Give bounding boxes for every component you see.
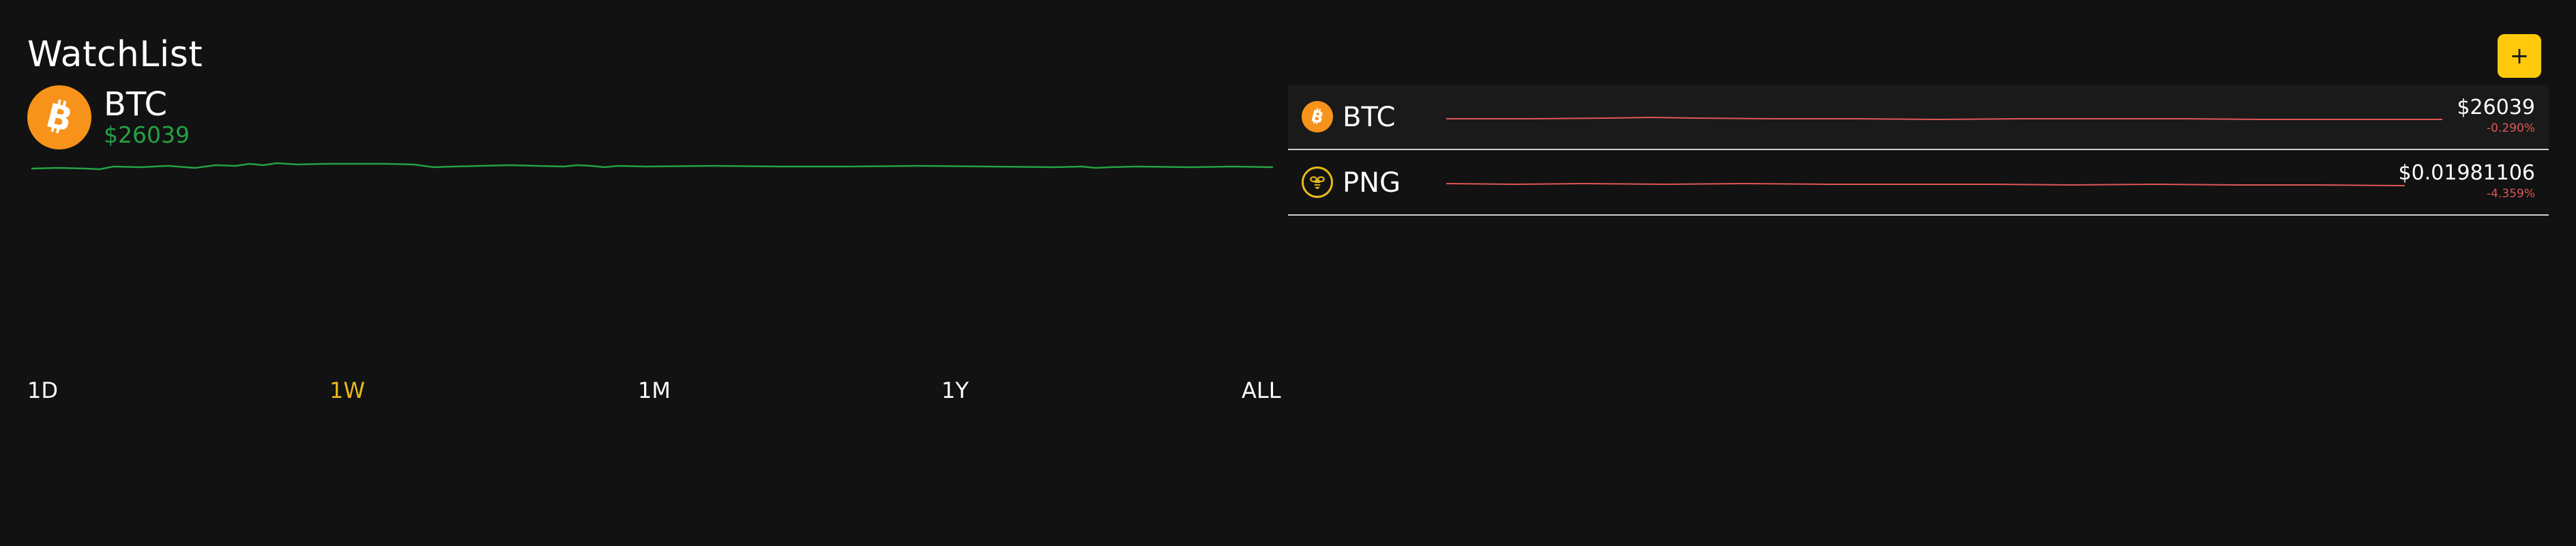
range-1d-button[interactable]: 1D — [27, 375, 58, 405]
watchlist-item-change: -4.359% — [2487, 187, 2535, 201]
selected-coin-header: B BTC $26039 — [27, 85, 190, 150]
watchlist-item-price: $26039 — [2457, 96, 2535, 119]
range-1m-button[interactable]: 1M — [638, 375, 671, 405]
watchlist-item-symbol: PNG — [1343, 167, 1401, 199]
bitcoin-icon: B — [1302, 101, 1333, 132]
price-chart — [31, 162, 1273, 171]
selected-coin-symbol: BTC — [104, 85, 167, 124]
bitcoin-icon: B — [27, 85, 91, 149]
range-all-button[interactable]: ALL — [1242, 375, 1281, 405]
watchlist: B BTC $26039 -0.290% — [1288, 85, 2549, 216]
watchlist-item-change: -0.290% — [2487, 121, 2535, 135]
page-title: WatchList — [27, 34, 203, 75]
range-1w-button[interactable]: 1W — [330, 375, 365, 405]
sparkline — [1446, 116, 2442, 121]
price-chart-line — [31, 162, 1273, 171]
range-1y-button[interactable]: 1Y — [941, 375, 969, 405]
watchlist-item-btc[interactable]: B BTC $26039 -0.290% — [1288, 85, 2549, 150]
selected-coin-info: BTC $26039 — [104, 87, 190, 148]
time-range-selector: 1D 1W 1M 1Y ALL — [27, 375, 1281, 405]
selected-coin-price: $26039 — [104, 121, 190, 148]
add-coin-button[interactable]: + — [2498, 34, 2541, 78]
watchlist-item-price: $0.01981106 — [2398, 161, 2535, 185]
bee-icon — [1302, 167, 1333, 198]
watchlist-item-png[interactable]: PNG $0.01981106 -4.359% — [1288, 150, 2549, 216]
watchlist-item-symbol: BTC — [1343, 102, 1396, 133]
sparkline — [1446, 182, 2405, 186]
